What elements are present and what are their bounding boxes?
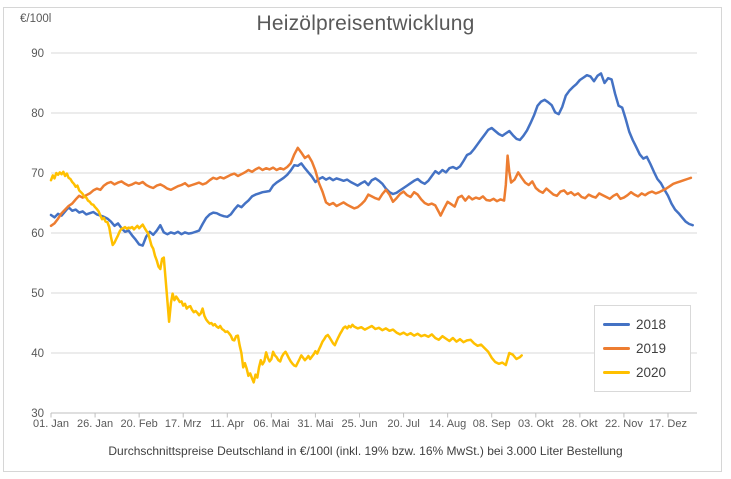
- series-line-2018: [49, 72, 694, 247]
- x-axis-tick-label: 31. Mai: [297, 418, 333, 430]
- series-line-2019: [49, 146, 693, 228]
- legend-swatch-2019: [603, 346, 630, 350]
- x-axis-tick-label: 20. Feb: [120, 418, 157, 430]
- legend: 2018 2019 2020: [594, 305, 691, 392]
- y-axis-tick-label: 90: [31, 48, 44, 60]
- series-line-2020: [49, 170, 523, 384]
- x-axis-tick-label: 17. Mrz: [165, 418, 202, 430]
- y-axis-tick-label: 80: [31, 108, 44, 120]
- x-axis-tick-label: 03. Okt: [518, 418, 553, 430]
- y-axis-tick-label: 50: [31, 288, 44, 300]
- x-axis-tick-label: 01. Jan: [33, 418, 69, 430]
- x-axis-tick-label: 11. Apr: [210, 418, 244, 430]
- x-axis-tick-label: 06. Mai: [253, 418, 289, 430]
- y-axis-tick-label: 30: [31, 408, 44, 420]
- x-axis-tick-label: 20. Jul: [387, 418, 419, 430]
- y-axis-tick-label: 40: [31, 348, 44, 360]
- legend-item-2020: 2020: [603, 365, 682, 380]
- y-axis-unit-label: €/100l: [20, 13, 52, 25]
- x-axis-tick-label: 26. Jan: [77, 418, 113, 430]
- chart-caption: Durchschnittspreise Deutschland in €/100…: [108, 444, 623, 458]
- x-axis-tick-label: 25. Jun: [341, 418, 377, 430]
- x-axis-tick-label: 28. Okt: [562, 418, 597, 430]
- legend-swatch-2020: [603, 371, 630, 375]
- x-axis-tick-label: 17. Dez: [649, 418, 687, 430]
- legend-swatch-2018: [603, 322, 630, 326]
- x-axis-tick-label: 22. Nov: [605, 418, 643, 430]
- y-axis-tick-label: 70: [31, 168, 44, 180]
- x-axis-tick-label: 08. Sep: [473, 418, 511, 430]
- y-axis-tick-label: 60: [31, 228, 44, 240]
- legend-label-2019: 2019: [636, 340, 667, 356]
- legend-label-2018: 2018: [636, 316, 667, 332]
- x-axis-tick-label: 14. Aug: [429, 418, 466, 430]
- chart-title: Heizölpreisentwicklung: [256, 12, 475, 35]
- legend-label-2020: 2020: [636, 365, 667, 381]
- legend-item-2018: 2018: [603, 317, 682, 332]
- legend-item-2019: 2019: [603, 341, 682, 356]
